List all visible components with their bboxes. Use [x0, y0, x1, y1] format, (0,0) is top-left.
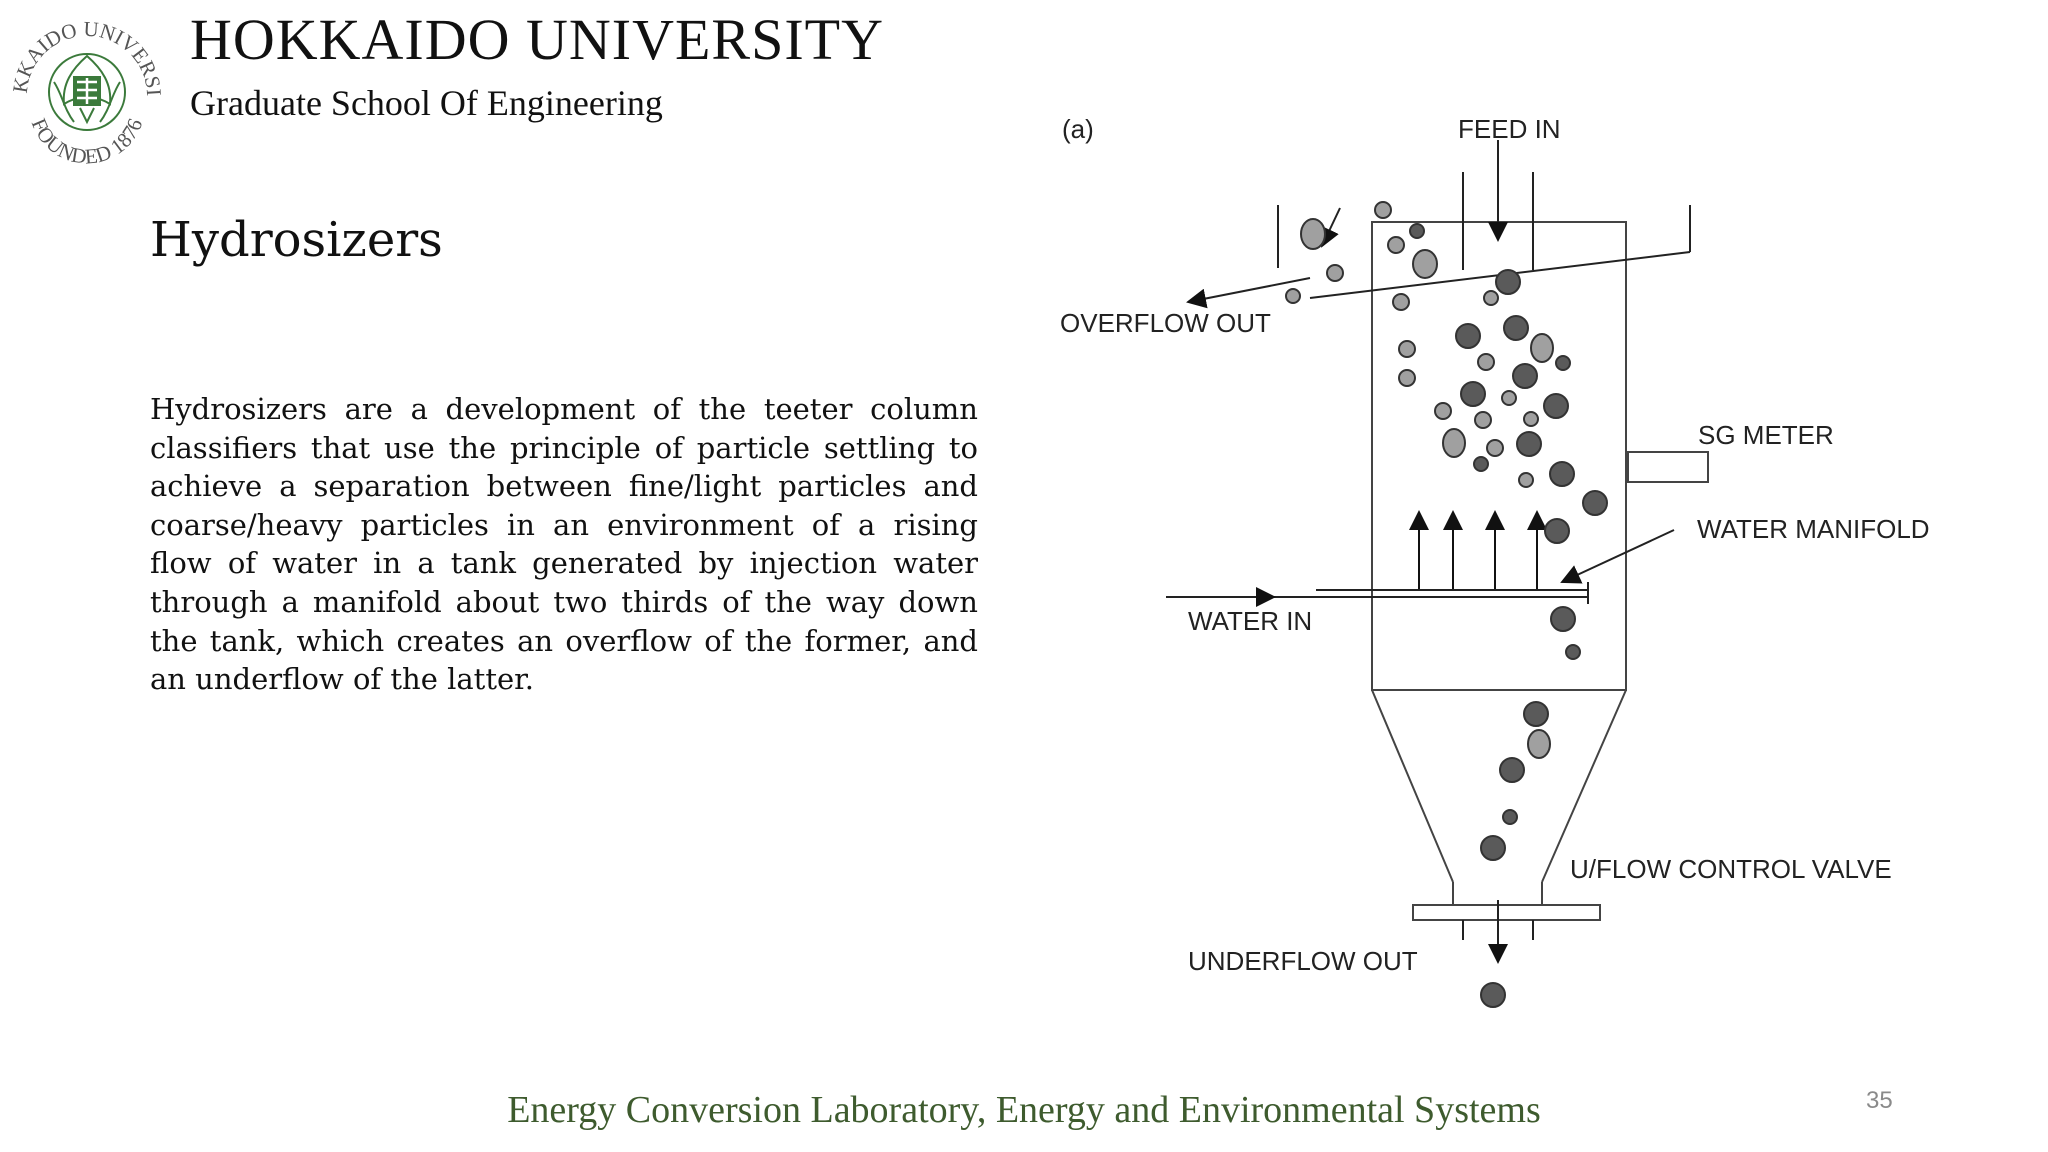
rising-flow-arrows [1409, 510, 1547, 590]
university-name: HOKKAIDO UNIVERSITY [190, 7, 884, 72]
footer-lab-name: Energy Conversion Laboratory, Energy and… [507, 1089, 1541, 1131]
page-number: 35 [1866, 1087, 1893, 1114]
slide-body-text: Hydrosizers are a development of the tee… [150, 392, 978, 697]
particles [1285, 201, 1608, 1008]
school-name: Graduate School Of Engineering [190, 83, 663, 123]
overflow-launder [1186, 205, 1691, 309]
water-in-label: WATER IN [1188, 606, 1312, 636]
water-manifold [1166, 529, 1675, 607]
sg-meter-label: SG METER [1698, 420, 1834, 450]
water-manifold-label: WATER MANIFOLD [1697, 514, 1930, 544]
underflow-pipe [1462, 900, 1534, 964]
uflow-valve-label: U/FLOW CONTROL VALVE [1570, 854, 1892, 884]
slide-title: Hydrosizers [150, 212, 443, 268]
feed-in-label: FEED IN [1458, 114, 1561, 144]
overflow-out-label: OVERFLOW OUT [1060, 308, 1271, 338]
panel-label: (a) [1062, 114, 1094, 144]
underflow-out-label: UNDERFLOW OUT [1188, 946, 1418, 976]
hydrosizer-diagram: (a) FEED IN OVERFLOW OUT SG METER [1060, 114, 1930, 1008]
feed-in-pipe [1462, 140, 1534, 270]
sg-meter [1627, 451, 1709, 483]
university-seal-icon: HOKKAIDO UNIVERSITY FOUNDED 1876 [2, 4, 166, 169]
